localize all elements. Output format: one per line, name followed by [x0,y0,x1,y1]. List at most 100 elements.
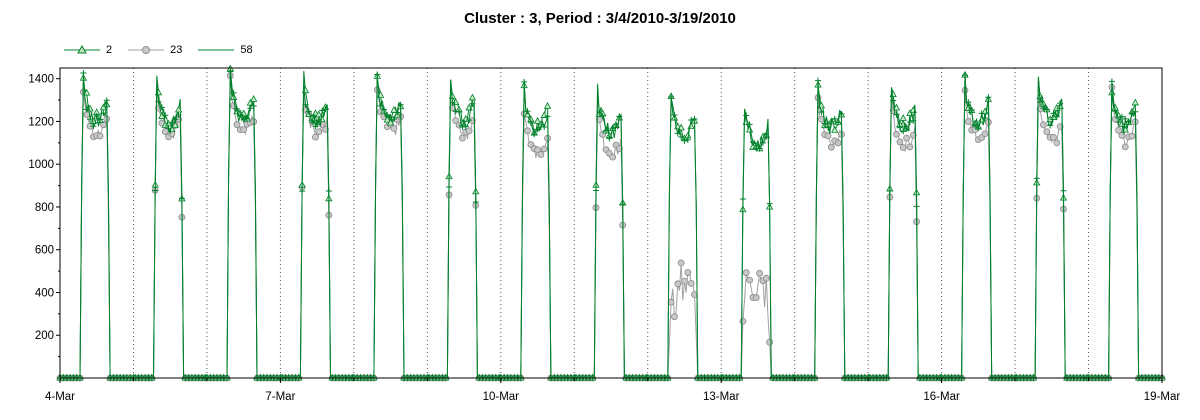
legend-item-series-1: 23 [126,44,182,56]
data-point [900,128,907,135]
chart-title: Cluster : 3, Period : 3/4/2010-3/19/2010 [464,10,736,27]
data-point [831,115,838,122]
data-point [766,200,773,207]
data-point [178,195,185,202]
data-point [1037,99,1044,106]
data-point [961,72,968,79]
data-point [1053,139,1061,147]
data-point [155,98,162,105]
data-point [815,77,822,84]
data-point [380,106,387,113]
data-point [449,99,456,106]
data-point [766,338,774,346]
data-point [746,276,753,284]
data-point [1112,108,1119,115]
data-point [80,70,87,77]
data-point [315,110,323,118]
data-point [687,122,695,129]
data-point [831,126,839,133]
data-point [742,269,750,277]
data-point [543,102,552,109]
data-point [903,125,910,132]
data-point [168,119,175,126]
data-point [165,125,172,132]
data-point [896,138,904,146]
legend-swatch-circle-icon [128,46,165,54]
data-point [1125,118,1132,125]
data-point [1040,105,1047,112]
data-point [681,277,688,285]
data-point [978,110,985,117]
data-point [749,139,756,146]
data-point [387,114,394,121]
data-point [377,102,384,109]
data-point [688,117,695,123]
legend-item-series-0: 2 [62,44,112,56]
data-point [230,89,237,96]
data-point [152,187,159,194]
data-point [162,112,169,119]
data-point [466,117,473,124]
data-point [319,107,326,114]
data-point [609,125,616,132]
data-point [397,101,404,108]
data-point [906,143,914,151]
data-point [462,123,469,130]
data-point [964,118,972,125]
data-point [609,153,617,161]
data-point [602,127,609,134]
y-tick-label: 1000 [28,159,54,171]
data-point [103,97,110,104]
data-point [100,110,107,117]
data-point [534,126,541,133]
data-point [739,317,747,325]
data-point [886,187,893,194]
data-point [233,105,240,112]
data-point [1115,126,1122,134]
data-point [599,112,606,119]
data-point [965,99,972,106]
series-layer [56,64,1166,382]
data-point [386,118,395,126]
y-tick-label: 600 [35,245,54,257]
data-point [838,111,845,118]
data-point [534,146,541,154]
x-tick-label: 10-Mar [483,391,520,403]
data-point [172,116,179,123]
series-line [60,71,1162,379]
data-point [739,196,746,203]
series-line [60,75,1162,379]
data-point [161,128,169,135]
data-point [390,105,398,113]
series-2 [56,64,1166,381]
data-point [1060,187,1067,194]
data-point [465,127,473,135]
data-point [87,116,94,123]
data-point [615,145,623,153]
data-point [237,112,244,119]
data-point [668,94,675,101]
data-point [834,139,842,147]
data-point [1053,113,1060,120]
data-point [537,151,545,158]
data-point [390,116,397,123]
data-point [596,108,603,115]
data-point [96,132,104,140]
data-point [909,131,917,139]
data-point [756,269,764,277]
data-point [315,128,323,136]
data-point [390,124,398,132]
data-point [619,201,626,208]
data-point [746,121,753,128]
data-point [1122,115,1129,122]
data-point [896,124,903,131]
legend-swatch-line-icon [198,49,235,51]
data-point [302,101,309,108]
data-point [691,116,698,123]
legend-label-series-0: 2 [106,44,113,56]
data-point [527,119,534,126]
data-point [315,119,322,126]
x-tick-label: 4-Mar [45,391,75,403]
data-point [1050,110,1057,117]
